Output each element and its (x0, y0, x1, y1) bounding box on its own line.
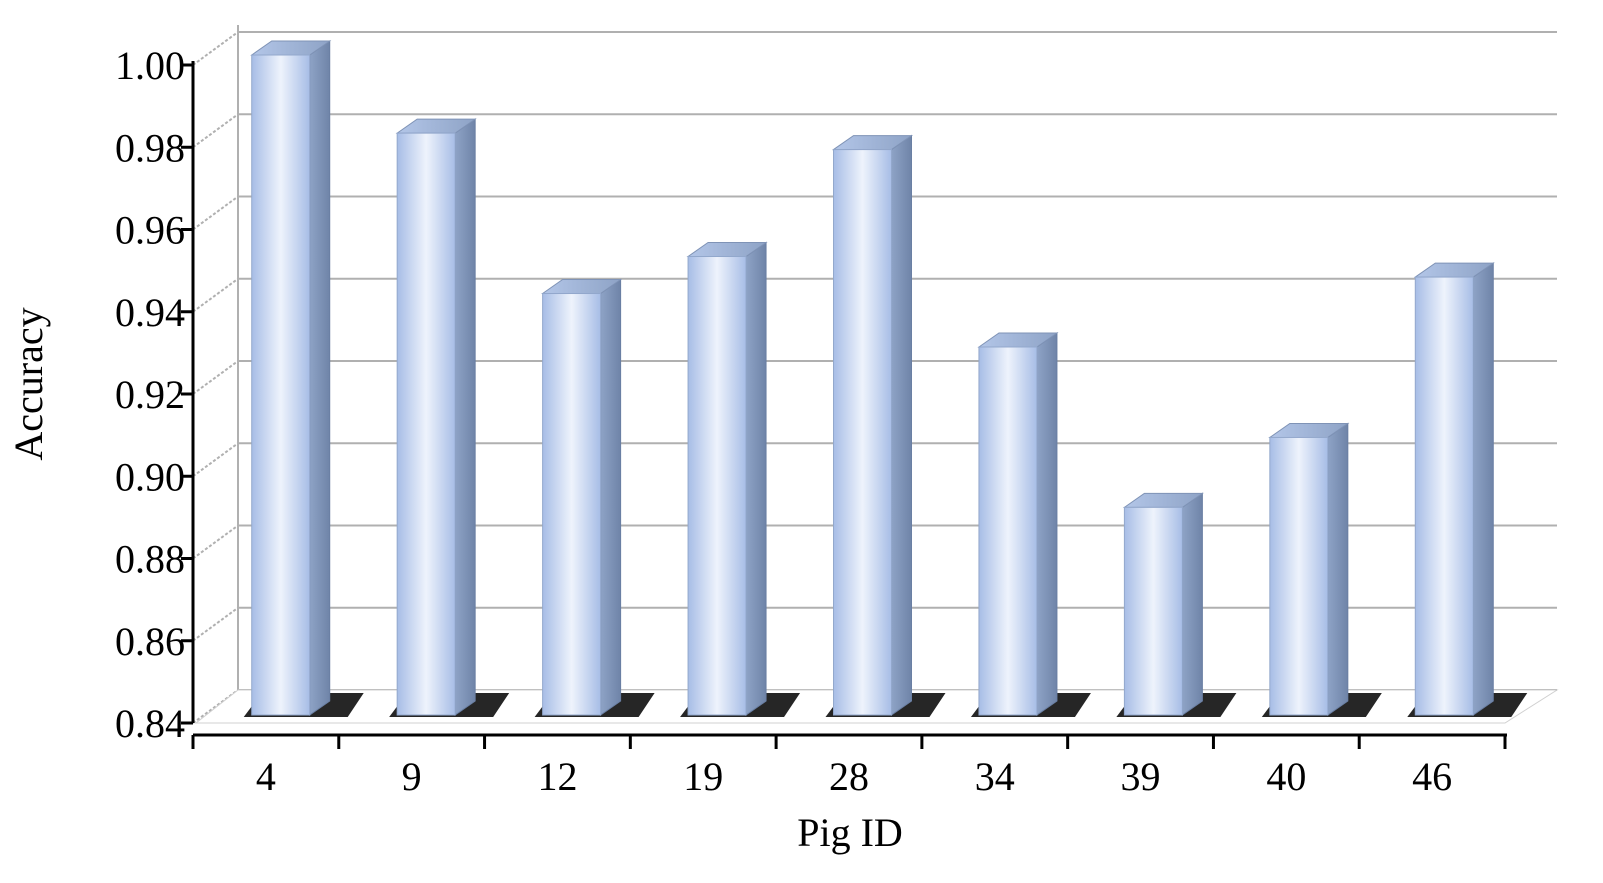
y-tick-label: 0.96 (115, 208, 185, 253)
y-tick-label: 0.94 (115, 290, 185, 335)
bar-front (833, 149, 892, 716)
y-tick-label: 0.86 (115, 619, 185, 664)
bar-side (1181, 492, 1203, 716)
gridline-side (192, 524, 239, 560)
x-tick-label: 28 (829, 754, 869, 799)
y-tick-labels: 0.84 0.86 0.88 0.90 0.92 0.94 0.96 0.98 1.00 (115, 43, 185, 746)
y-tick-label: 0.90 (115, 454, 185, 499)
x-tick-label: 39 (1121, 754, 1161, 799)
gridline-side (192, 31, 239, 66)
bar-39 (1116, 492, 1237, 717)
y-tick-label: 0.92 (115, 372, 185, 417)
bar-side (745, 241, 767, 716)
bar-front (396, 132, 456, 716)
bar-side (1472, 262, 1494, 716)
gridline-side (192, 606, 239, 642)
x-tick-label: 34 (975, 754, 1015, 799)
bar-34 (970, 332, 1091, 717)
bar-front (542, 293, 602, 716)
gridline-side (192, 195, 239, 231)
y-tick-label: 0.98 (115, 125, 185, 170)
y-tick-label: 0.88 (115, 537, 185, 582)
y-axis-title: Accuracy (6, 307, 51, 460)
gridline-side (192, 360, 239, 395)
bar-side (1036, 332, 1058, 716)
bars (243, 40, 1528, 717)
bar-40 (1261, 422, 1382, 717)
bar-side (454, 118, 476, 716)
bar-front (687, 256, 747, 716)
x-tick-label: 12 (537, 754, 577, 799)
bar-28 (825, 134, 946, 717)
bar-front (251, 54, 311, 716)
bar-4 (243, 40, 364, 717)
bar-side (891, 134, 912, 716)
x-tick-label: 40 (1266, 754, 1306, 799)
x-tick-label: 46 (1412, 754, 1452, 799)
x-axis-title: Pig ID (797, 810, 903, 855)
y-tick-label: 1.00 (115, 43, 185, 88)
x-tick-label: 9 (402, 754, 422, 799)
bar-front (1414, 276, 1474, 716)
bar-side (600, 278, 622, 716)
bar-front (978, 346, 1038, 716)
bar-19 (680, 241, 801, 717)
axes (181, 61, 1507, 749)
bar-front (1269, 436, 1329, 716)
x-tick-label: 19 (683, 754, 723, 799)
x-tick-labels: 4 9 12 19 28 34 39 40 46 (256, 754, 1452, 799)
bar-12 (534, 278, 655, 717)
bar-front (1123, 506, 1183, 716)
bar-side (309, 40, 331, 716)
bar-9 (389, 118, 510, 717)
gridline-side (192, 442, 239, 478)
bar-46 (1407, 262, 1528, 717)
y-tick-label: 0.84 (115, 701, 185, 746)
gridline-side (192, 113, 239, 149)
gridline-side (192, 277, 239, 313)
bar-side (1327, 422, 1349, 716)
x-tick-label: 4 (256, 754, 276, 799)
